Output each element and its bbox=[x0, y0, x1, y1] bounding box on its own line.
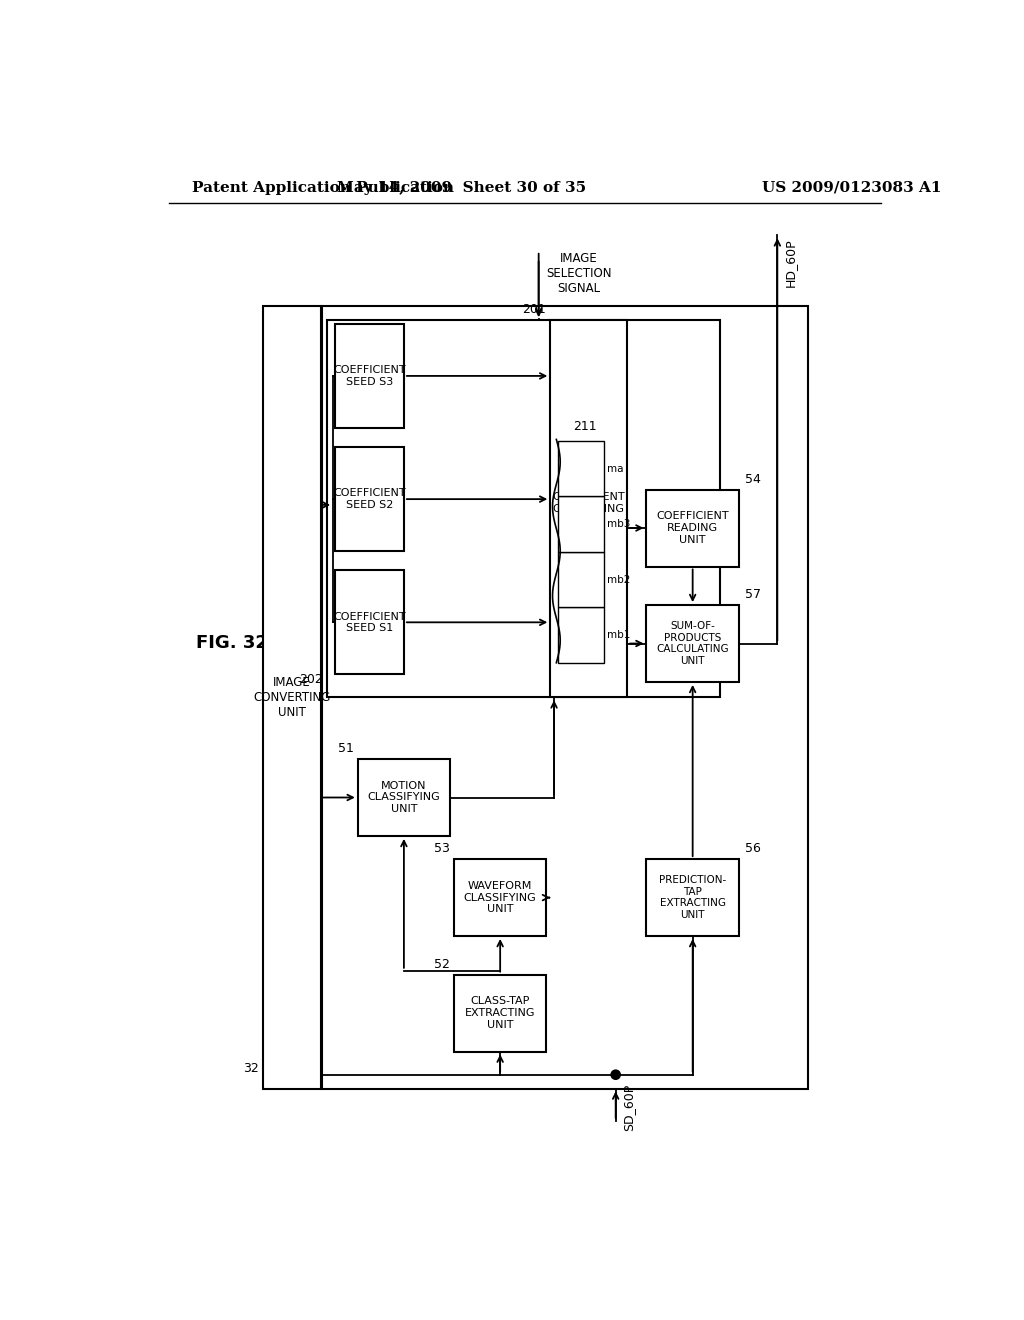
FancyBboxPatch shape bbox=[558, 552, 604, 607]
FancyBboxPatch shape bbox=[454, 974, 547, 1052]
Text: SD_60P: SD_60P bbox=[622, 1084, 635, 1131]
Text: 52: 52 bbox=[434, 958, 451, 970]
Text: WAVEFORM
CLASSIFYING
UNIT: WAVEFORM CLASSIFYING UNIT bbox=[464, 880, 537, 915]
Text: 202: 202 bbox=[299, 673, 323, 686]
Text: IMAGE
CONVERTING
UNIT: IMAGE CONVERTING UNIT bbox=[253, 676, 331, 719]
FancyBboxPatch shape bbox=[646, 490, 739, 566]
Text: mb3: mb3 bbox=[607, 519, 631, 529]
FancyBboxPatch shape bbox=[335, 570, 403, 675]
FancyBboxPatch shape bbox=[335, 323, 403, 428]
Text: 57: 57 bbox=[745, 589, 761, 601]
FancyBboxPatch shape bbox=[558, 496, 604, 552]
Text: 201: 201 bbox=[522, 304, 547, 317]
Text: PREDICTION-
TAP
EXTRACTING
UNIT: PREDICTION- TAP EXTRACTING UNIT bbox=[659, 875, 726, 920]
FancyBboxPatch shape bbox=[327, 321, 720, 697]
Text: ma: ma bbox=[607, 463, 624, 474]
FancyBboxPatch shape bbox=[558, 441, 604, 496]
FancyBboxPatch shape bbox=[454, 859, 547, 936]
FancyBboxPatch shape bbox=[558, 607, 604, 663]
Text: COEFFICIENT
SEED S1: COEFFICIENT SEED S1 bbox=[333, 611, 406, 634]
FancyBboxPatch shape bbox=[357, 759, 451, 836]
Text: mb2: mb2 bbox=[607, 574, 631, 585]
Text: COEFFICIENT
SEED S3: COEFFICIENT SEED S3 bbox=[333, 366, 406, 387]
Text: Patent Application Publication: Patent Application Publication bbox=[193, 181, 455, 194]
Text: COEFFICIENT
READING
UNIT: COEFFICIENT READING UNIT bbox=[656, 511, 729, 545]
Text: COEFFICIENT
SEED S2: COEFFICIENT SEED S2 bbox=[333, 488, 406, 510]
FancyBboxPatch shape bbox=[646, 859, 739, 936]
Text: 56: 56 bbox=[745, 842, 761, 855]
Text: 211: 211 bbox=[573, 420, 597, 433]
Text: 51: 51 bbox=[338, 742, 354, 755]
Text: mb1: mb1 bbox=[607, 630, 631, 640]
Text: SUM-OF-
PRODUCTS
CALCULATING
UNIT: SUM-OF- PRODUCTS CALCULATING UNIT bbox=[656, 622, 729, 665]
Text: US 2009/0123083 A1: US 2009/0123083 A1 bbox=[762, 181, 941, 194]
FancyBboxPatch shape bbox=[646, 605, 739, 682]
Text: FIG. 32: FIG. 32 bbox=[196, 635, 268, 652]
Text: 32: 32 bbox=[244, 1061, 259, 1074]
Text: 53: 53 bbox=[434, 842, 451, 855]
FancyBboxPatch shape bbox=[550, 321, 628, 697]
FancyBboxPatch shape bbox=[335, 447, 403, 552]
Text: CLASS-TAP
EXTRACTING
UNIT: CLASS-TAP EXTRACTING UNIT bbox=[465, 997, 536, 1030]
FancyBboxPatch shape bbox=[263, 306, 321, 1089]
Circle shape bbox=[611, 1071, 621, 1080]
Text: HD_60P: HD_60P bbox=[783, 238, 797, 286]
Text: May 14, 2009  Sheet 30 of 35: May 14, 2009 Sheet 30 of 35 bbox=[337, 181, 586, 194]
Text: COEFFICIENT
GENERATING
UNIT: COEFFICIENT GENERATING UNIT bbox=[552, 492, 625, 525]
Text: IMAGE
SELECTION
SIGNAL: IMAGE SELECTION SIGNAL bbox=[547, 252, 612, 296]
Text: MOTION
CLASSIFYING
UNIT: MOTION CLASSIFYING UNIT bbox=[368, 781, 440, 814]
Text: 54: 54 bbox=[745, 473, 761, 486]
